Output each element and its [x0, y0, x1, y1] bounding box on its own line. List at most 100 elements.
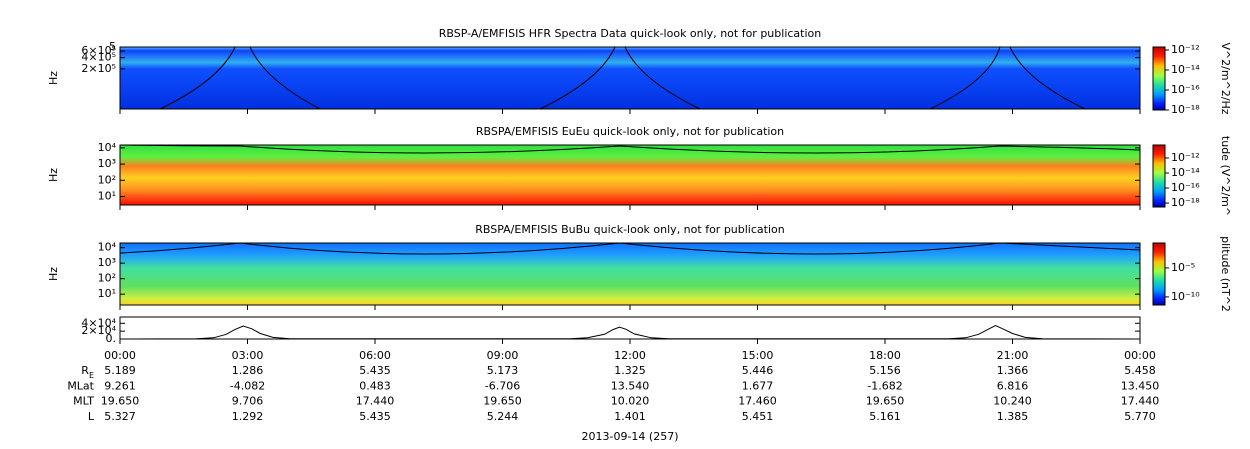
colorbar-tick-label: 10⁻¹⁴: [1171, 63, 1200, 76]
ephemeris-value: 1.286: [232, 364, 264, 377]
y-tick-label: 10⁴: [98, 241, 117, 254]
ephemeris-value: 19.650: [483, 395, 522, 408]
x-tick-label: 06:00: [359, 349, 391, 362]
ephemeris-row-subscript: E: [89, 371, 94, 380]
spectrogram-image: [120, 47, 1140, 109]
ephemeris-value: 19.650: [866, 395, 905, 408]
panel-title: RBSPA/EMFISIS BuBu quick-look only, not …: [475, 223, 785, 236]
colorbar-label: V^2/m^2/Hz: [1219, 42, 1232, 114]
x-tick-label: 09:00: [487, 349, 519, 362]
panel-title: RBSPA/EMFISIS EuEu quick-look only, not …: [476, 125, 784, 138]
x-tick-label: 21:00: [997, 349, 1029, 362]
y-axis-label: Hz: [47, 71, 60, 85]
ephemeris-row-label: L: [88, 410, 95, 423]
ephemeris-value: 6.816: [997, 379, 1029, 392]
axes-frame: [119, 316, 1141, 340]
y-axis-label: Hz: [47, 267, 60, 281]
colorbar-tick-label: 10⁻¹⁶: [1171, 83, 1200, 96]
ephemeris-value: 17.440: [356, 395, 395, 408]
ephemeris-value: 1.325: [614, 364, 646, 377]
y-tick-label: 10²: [98, 173, 116, 186]
y-tick-label: 10³: [98, 256, 116, 269]
y-tick-label: 0.: [106, 332, 117, 345]
ephemeris-value: 5.770: [1124, 410, 1156, 423]
colorbar: [1152, 144, 1166, 208]
ephemeris-value: -1.682: [867, 379, 902, 392]
ephemeris-value: 5.458: [1124, 364, 1156, 377]
spectrogram-images: [119, 46, 1141, 305]
ephemeris-value: 1.366: [997, 364, 1029, 377]
y-tick-label: 6×10⁵: [81, 44, 116, 57]
x-tick-label: 15:00: [742, 349, 774, 362]
ephemeris-value: 0.483: [359, 379, 391, 392]
y-tick-label: 10¹: [98, 287, 116, 300]
ephemeris-value: 5.435: [359, 410, 391, 423]
ephemeris-value: 1.385: [997, 410, 1029, 423]
x-tick-label: 00:00: [1124, 349, 1156, 362]
ephemeris-value: 5.244: [487, 410, 519, 423]
ephemeris-value: 19.650: [101, 395, 140, 408]
ephemeris-row-label: R: [81, 364, 89, 377]
ephemeris-value: -6.706: [485, 379, 520, 392]
ephemeris-value: -4.082: [230, 379, 265, 392]
ephemeris-value: 5.189: [104, 364, 136, 377]
ephemeris-value: 5.446: [742, 364, 774, 377]
colorbar-tick-label: 10⁻¹⁸: [1171, 196, 1200, 209]
ephemeris-value: 13.540: [611, 379, 650, 392]
ephemeris-row-label: MLat: [67, 379, 94, 392]
spectrogram-image: [120, 145, 1140, 205]
y-tick-label: 10¹: [98, 190, 116, 203]
colorbar-tick-label: 10⁻⁵: [1171, 261, 1195, 274]
x-tick-label: 18:00: [869, 349, 901, 362]
plasma-frequency-curve: [119, 144, 1141, 154]
ephemeris-value: 5.327: [104, 410, 136, 423]
y-tick-label: 10²: [98, 272, 116, 285]
y-tick-label: 5: [109, 40, 116, 53]
ephemeris-value: 1.292: [232, 410, 264, 423]
ephemeris-row-label: RE: [81, 364, 94, 380]
ephemeris-row-label: MLT: [73, 395, 94, 408]
ephemeris-row-label: MLat: [67, 379, 94, 392]
panel-title: RBSP-A/EMFISIS HFR Spectra Data quick-lo…: [439, 27, 822, 40]
ephemeris-value: 9.706: [232, 395, 264, 408]
colorbar-tick-label: 10⁻¹⁶: [1171, 181, 1200, 194]
y-axis-label: Hz: [47, 168, 60, 182]
y-tick-label: 10³: [98, 157, 116, 170]
y-tick-label: 4×10⁵: [81, 51, 116, 64]
ephemeris-value: 9.261: [104, 379, 136, 392]
date-label: 2013-09-14 (257): [581, 430, 678, 443]
colorbar: [1152, 46, 1166, 111]
ephemeris-value: 17.440: [1121, 395, 1160, 408]
colorbar: [1152, 242, 1166, 306]
ephemeris-value: 5.156: [869, 364, 901, 377]
plasma-frequency-curve: [159, 46, 1086, 110]
x-tick-label: 12:00: [614, 349, 646, 362]
ephemeris-row-label: MLT: [73, 395, 94, 408]
colorbar-tick-label: 10⁻¹⁰: [1171, 290, 1200, 303]
colorbar-label: tude (V^2/m^: [1219, 136, 1232, 216]
x-tick-label: 00:00: [104, 349, 136, 362]
ephemeris-row-label: L: [88, 410, 95, 423]
ephemeris-value: 5.161: [869, 410, 901, 423]
colorbar-tick-label: 10⁻¹²: [1171, 43, 1200, 56]
ephemeris-value: 10.020: [611, 395, 650, 408]
line-series: [119, 325, 1141, 340]
y-tick-label: 2×10⁴: [81, 324, 116, 337]
y-tick-label: 10⁴: [98, 141, 117, 154]
ephemeris-value: 5.451: [742, 410, 774, 423]
spectrogram-image: [120, 243, 1140, 305]
ephemeris-value: 1.401: [614, 410, 646, 423]
ephemeris-value: 13.450: [1121, 379, 1160, 392]
colorbar-tick-label: 10⁻¹²: [1171, 151, 1200, 164]
y-tick-label: 2×10⁵: [81, 62, 116, 75]
plasma-frequency-curve: [119, 242, 1141, 255]
colorbar-tick-label: 10⁻¹⁴: [1171, 166, 1200, 179]
ephemeris-value: 1.677: [742, 379, 774, 392]
ephemeris-value: 5.435: [359, 364, 391, 377]
y-tick-label: 4×10⁴: [81, 316, 116, 329]
ephemeris-value: 10.240: [993, 395, 1032, 408]
ephemeris-value: 17.460: [738, 395, 777, 408]
colorbar-label: plitude (nT^2: [1219, 236, 1232, 312]
ephemeris-value: 5.173: [487, 364, 519, 377]
